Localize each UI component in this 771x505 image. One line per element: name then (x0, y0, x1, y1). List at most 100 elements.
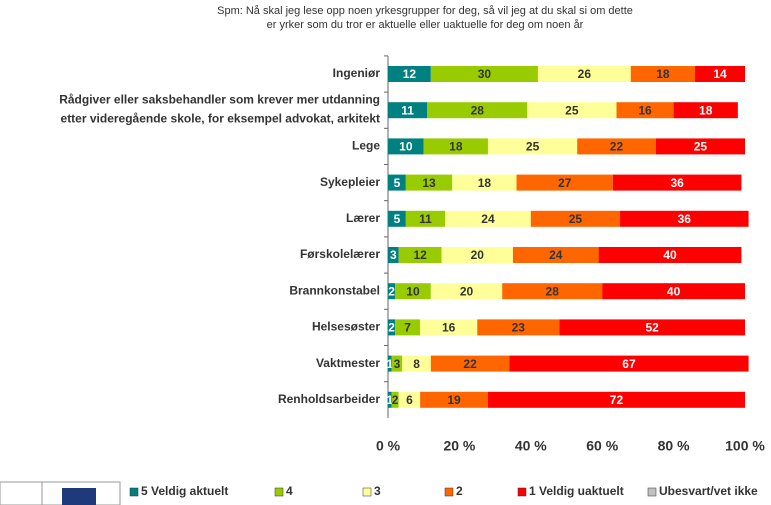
data-label: 24 (481, 212, 495, 226)
data-label: 2 (392, 393, 399, 407)
data-label: 18 (449, 140, 463, 154)
data-label: 18 (699, 103, 713, 117)
bar-segment (388, 391, 392, 408)
bar-segment (695, 66, 745, 82)
data-label: 1 (386, 357, 393, 371)
legend-swatch (647, 487, 657, 497)
data-label: 20 (460, 284, 474, 298)
y-tick-label: Lærer (346, 211, 380, 225)
data-label: 72 (610, 393, 624, 407)
data-label: 5 (394, 212, 401, 226)
x-tick-label: 20 % (443, 438, 475, 454)
data-label: 5 (394, 176, 401, 190)
legend-swatch (274, 487, 284, 497)
bar-segment (516, 174, 613, 191)
data-label: 8 (413, 357, 420, 371)
data-label: 19 (447, 393, 461, 407)
legend-label: Ubesvart/vet ikke (659, 484, 758, 498)
data-label: 6 (406, 393, 413, 407)
legend-swatch (362, 487, 372, 497)
data-label: 10 (406, 284, 420, 298)
data-label: 11 (419, 212, 432, 226)
bar-segment (441, 247, 513, 263)
y-tick-label: Vaktmester (316, 356, 380, 370)
data-label: 25 (565, 103, 579, 117)
bar-segment (502, 283, 603, 300)
logo (0, 481, 121, 505)
bar-segment (423, 138, 488, 155)
legend-label: 2 (456, 484, 463, 498)
y-tick-label: Helsesøster (312, 320, 380, 334)
x-tick-label: 0 % (376, 438, 401, 454)
data-label: 10 (399, 140, 413, 154)
bar-segment (395, 283, 431, 300)
x-tick-label: 80 % (658, 438, 690, 454)
bar-segment (388, 210, 406, 227)
chart-title: Spm: Nå skal jeg lese opp noen yrkesgrup… (217, 5, 633, 31)
bar-segment (388, 283, 396, 300)
bar-segment (430, 355, 510, 372)
y-tick-label: Lege (352, 139, 380, 153)
data-label: 23 (512, 321, 526, 335)
bar-segment (477, 319, 560, 336)
data-label: 12 (413, 248, 427, 262)
data-label: 40 (667, 284, 681, 298)
bar-segment (398, 247, 442, 263)
data-label: 28 (546, 284, 560, 298)
bar-segment (487, 391, 745, 408)
bar-segment (395, 319, 421, 336)
legend-swatch (517, 487, 527, 497)
data-label: 24 (549, 248, 563, 262)
bar-segment (602, 283, 745, 300)
data-label: 52 (646, 321, 660, 335)
bar-segment (512, 247, 599, 263)
bar-segment (420, 391, 488, 408)
bar-segment (398, 391, 421, 408)
data-label: 67 (622, 357, 636, 371)
data-label: 16 (442, 321, 456, 335)
bar-segment (430, 66, 538, 82)
bar-segment (673, 102, 738, 119)
bar-segment (509, 355, 749, 372)
bar-segment (391, 355, 403, 372)
y-tick-label: Brannkonstabel (289, 283, 380, 297)
bar-segment (630, 66, 696, 82)
bar-segment (427, 102, 528, 119)
data-label: 27 (558, 176, 572, 190)
data-label: 25 (569, 212, 583, 226)
legend-label: 3 (374, 484, 381, 498)
legend-label: 1 Veldig uaktuelt (529, 484, 624, 498)
bar-segment (655, 138, 745, 155)
x-tick-label: 60 % (586, 438, 618, 454)
data-label: 3 (390, 248, 397, 262)
bar-segment (487, 138, 578, 155)
data-label: 36 (670, 176, 684, 190)
y-tick-label: Førskolelærer (300, 247, 380, 261)
bar-segment (616, 102, 674, 119)
bar-segment (420, 319, 478, 336)
y-tick-label: Sykepleier (320, 175, 380, 189)
legend-swatch (444, 487, 454, 497)
bar-segment (598, 247, 742, 263)
data-label: 3 (394, 357, 401, 371)
bar-segment (388, 174, 406, 191)
bar-segment (530, 210, 621, 227)
bar-segment (430, 283, 503, 300)
data-label: 1 (386, 393, 393, 407)
data-label: 2 (388, 321, 395, 335)
data-label: 20 (471, 248, 485, 262)
bar-segment (402, 355, 431, 372)
data-label: 22 (610, 140, 624, 154)
data-label: 7 (404, 321, 411, 335)
data-label: 25 (694, 140, 708, 154)
data-label: 36 (678, 212, 692, 226)
y-tick-label: Rådgiver eller saksbehandler som krever … (59, 93, 380, 126)
bar-segment (405, 210, 446, 227)
data-label: 2 (388, 284, 395, 298)
bar-segment (445, 210, 531, 227)
bar-segment (559, 319, 745, 336)
data-label: 11 (401, 103, 414, 117)
legend-label: 4 (286, 484, 293, 498)
data-label: 16 (638, 103, 652, 117)
